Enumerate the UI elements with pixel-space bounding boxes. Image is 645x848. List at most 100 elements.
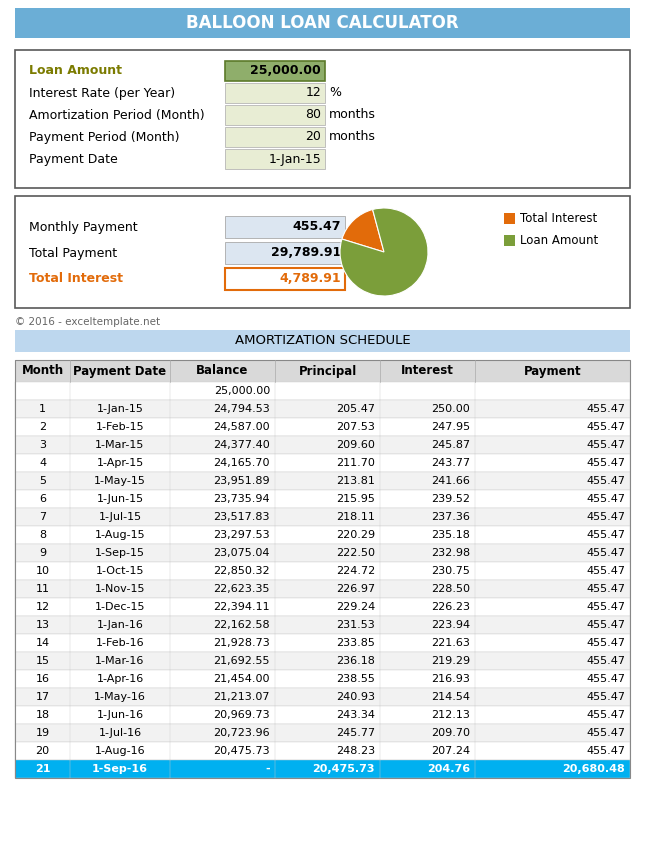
Text: 1-Mar-16: 1-Mar-16 <box>95 656 144 666</box>
Text: 235.18: 235.18 <box>431 530 470 540</box>
Text: 213.81: 213.81 <box>336 476 375 486</box>
Bar <box>504 213 515 224</box>
Text: 455.47: 455.47 <box>586 584 625 594</box>
Text: 455.47: 455.47 <box>586 746 625 756</box>
Bar <box>15 508 630 526</box>
Text: 455.47: 455.47 <box>586 710 625 720</box>
Text: 1: 1 <box>39 404 46 414</box>
Text: 229.24: 229.24 <box>336 602 375 612</box>
Bar <box>15 742 630 760</box>
Text: 241.66: 241.66 <box>431 476 470 486</box>
Text: 20,969.73: 20,969.73 <box>213 710 270 720</box>
Text: 22,850.32: 22,850.32 <box>213 566 270 576</box>
Bar <box>15 706 630 724</box>
Bar <box>15 724 630 742</box>
Text: 23,517.83: 23,517.83 <box>213 512 270 522</box>
Text: 243.77: 243.77 <box>431 458 470 468</box>
Text: Amortization Period (Month): Amortization Period (Month) <box>29 109 204 121</box>
Text: 24,587.00: 24,587.00 <box>213 422 270 432</box>
Text: AMORTIZATION SCHEDULE: AMORTIZATION SCHEDULE <box>235 334 410 348</box>
Text: 1-Aug-15: 1-Aug-15 <box>95 530 145 540</box>
Text: 4,789.91: 4,789.91 <box>279 272 341 286</box>
Text: 455.47: 455.47 <box>586 440 625 450</box>
Text: 226.23: 226.23 <box>431 602 470 612</box>
Text: 1-Nov-15: 1-Nov-15 <box>95 584 145 594</box>
Text: 1-Jun-15: 1-Jun-15 <box>97 494 144 504</box>
Bar <box>225 268 345 290</box>
Text: 455.47: 455.47 <box>586 728 625 738</box>
Bar <box>15 400 630 418</box>
Text: Interest: Interest <box>401 365 454 377</box>
Text: 23,075.04: 23,075.04 <box>213 548 270 558</box>
Text: 12: 12 <box>35 602 50 612</box>
Wedge shape <box>340 208 428 296</box>
Text: 245.77: 245.77 <box>336 728 375 738</box>
Text: Payment Date: Payment Date <box>74 365 166 377</box>
Bar <box>15 360 630 778</box>
Text: 3: 3 <box>39 440 46 450</box>
Text: 455.47: 455.47 <box>586 422 625 432</box>
Text: -: - <box>265 764 270 774</box>
Text: 238.55: 238.55 <box>336 674 375 684</box>
Text: 1-May-16: 1-May-16 <box>94 692 146 702</box>
Bar <box>15 688 630 706</box>
Text: months: months <box>329 109 376 121</box>
Text: 455.47: 455.47 <box>292 220 341 233</box>
Text: %: % <box>329 86 341 99</box>
Text: 2: 2 <box>39 422 46 432</box>
Bar <box>15 436 630 454</box>
Text: 19: 19 <box>35 728 50 738</box>
Text: 215.95: 215.95 <box>336 494 375 504</box>
Text: 7: 7 <box>39 512 46 522</box>
Text: 25,000.00: 25,000.00 <box>213 386 270 396</box>
Bar <box>225 216 345 238</box>
Text: 224.72: 224.72 <box>336 566 375 576</box>
Bar <box>225 105 325 125</box>
Text: 21,928.73: 21,928.73 <box>213 638 270 648</box>
Text: 219.29: 219.29 <box>431 656 470 666</box>
Text: 216.93: 216.93 <box>431 674 470 684</box>
Text: Month: Month <box>21 365 64 377</box>
Text: 29,789.91: 29,789.91 <box>271 247 341 259</box>
Text: 21,692.55: 21,692.55 <box>213 656 270 666</box>
Text: 231.53: 231.53 <box>336 620 375 630</box>
Text: 8: 8 <box>39 530 46 540</box>
Text: 250.00: 250.00 <box>432 404 470 414</box>
Text: Monthly Payment: Monthly Payment <box>29 220 137 233</box>
Text: 455.47: 455.47 <box>586 674 625 684</box>
Text: 23,297.53: 23,297.53 <box>213 530 270 540</box>
Text: 207.24: 207.24 <box>431 746 470 756</box>
Text: 455.47: 455.47 <box>586 602 625 612</box>
Bar <box>15 544 630 562</box>
Text: 1-Jun-16: 1-Jun-16 <box>97 710 144 720</box>
Text: 1-Feb-15: 1-Feb-15 <box>95 422 144 432</box>
Text: 220.29: 220.29 <box>336 530 375 540</box>
Text: Balance: Balance <box>196 365 249 377</box>
Text: 20,723.96: 20,723.96 <box>213 728 270 738</box>
Text: 237.36: 237.36 <box>431 512 470 522</box>
Text: 218.11: 218.11 <box>336 512 375 522</box>
Bar <box>15 490 630 508</box>
Text: 5: 5 <box>39 476 46 486</box>
Text: 1-Jan-16: 1-Jan-16 <box>97 620 143 630</box>
Text: 1-Feb-16: 1-Feb-16 <box>95 638 144 648</box>
Text: 20,475.73: 20,475.73 <box>213 746 270 756</box>
Text: 21: 21 <box>35 764 50 774</box>
Text: 211.70: 211.70 <box>336 458 375 468</box>
Text: 455.47: 455.47 <box>586 476 625 486</box>
Text: Total Payment: Total Payment <box>29 247 117 259</box>
Text: 22,623.35: 22,623.35 <box>213 584 270 594</box>
Bar <box>504 235 515 246</box>
Text: 232.98: 232.98 <box>431 548 470 558</box>
Text: 11: 11 <box>35 584 50 594</box>
Text: 80: 80 <box>305 109 321 121</box>
Text: 1-Jul-15: 1-Jul-15 <box>99 512 141 522</box>
Text: 245.87: 245.87 <box>431 440 470 450</box>
Text: BALLOON LOAN CALCULATOR: BALLOON LOAN CALCULATOR <box>186 14 459 32</box>
Text: 226.97: 226.97 <box>336 584 375 594</box>
Text: 455.47: 455.47 <box>586 638 625 648</box>
Text: Loan Amount: Loan Amount <box>520 234 598 247</box>
Bar <box>15 580 630 598</box>
Text: 12: 12 <box>305 86 321 99</box>
Text: 1-Dec-15: 1-Dec-15 <box>95 602 145 612</box>
